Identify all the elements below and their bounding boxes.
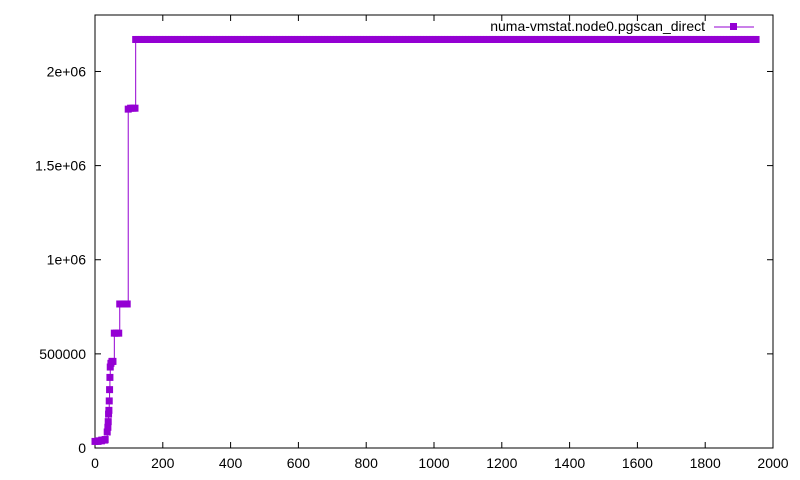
y-tick-label: 0 [78,440,86,456]
series-marker [105,410,113,418]
series-marker [109,357,117,365]
series-marker [105,406,113,414]
series-marker [103,428,111,436]
x-tick-label: 600 [287,455,311,471]
y-tick-label: 1.5e+06 [35,158,86,174]
plot-frame [94,14,774,449]
x-tick-label: 800 [355,455,379,471]
legend: numa-vmstat.node0.pgscan_direct [490,18,754,34]
y-tick-label: 2e+06 [47,63,87,79]
series-marker [104,418,112,426]
series-marker [106,386,114,394]
series-line [95,38,757,442]
series-marker [106,363,114,371]
series-marker [104,423,112,431]
x-tick-label: 0 [91,455,99,471]
x-tick-label: 400 [219,455,243,471]
series-marker [105,397,113,405]
x-tick-label: 1000 [418,455,449,471]
x-tick-label: 1600 [622,455,653,471]
legend-label: numa-vmstat.node0.pgscan_direct [490,18,705,34]
x-tick-label: 1400 [554,455,585,471]
series-marker [115,329,123,337]
series-marker [131,104,139,112]
series-marker [123,300,131,308]
y-tick-label: 1e+06 [47,252,87,268]
x-tick-label: 2000 [757,455,788,471]
y-tick-label: 500000 [39,346,86,362]
y-axis-ticks: 0 500000 1e+06 1.5e+06 2e+06 [35,63,773,456]
x-axis-ticks: 0 200 400 600 800 1000 1200 1400 1600 1800 2000 [91,15,789,471]
x-tick-label: 1800 [690,455,721,471]
legend-marker [730,23,737,30]
x-tick-label: 1200 [486,455,517,471]
series-marker [752,35,760,43]
x-tick-label: 200 [151,455,175,471]
series-marker [101,436,109,444]
series-layer [91,35,760,445]
series-marker [106,373,114,381]
